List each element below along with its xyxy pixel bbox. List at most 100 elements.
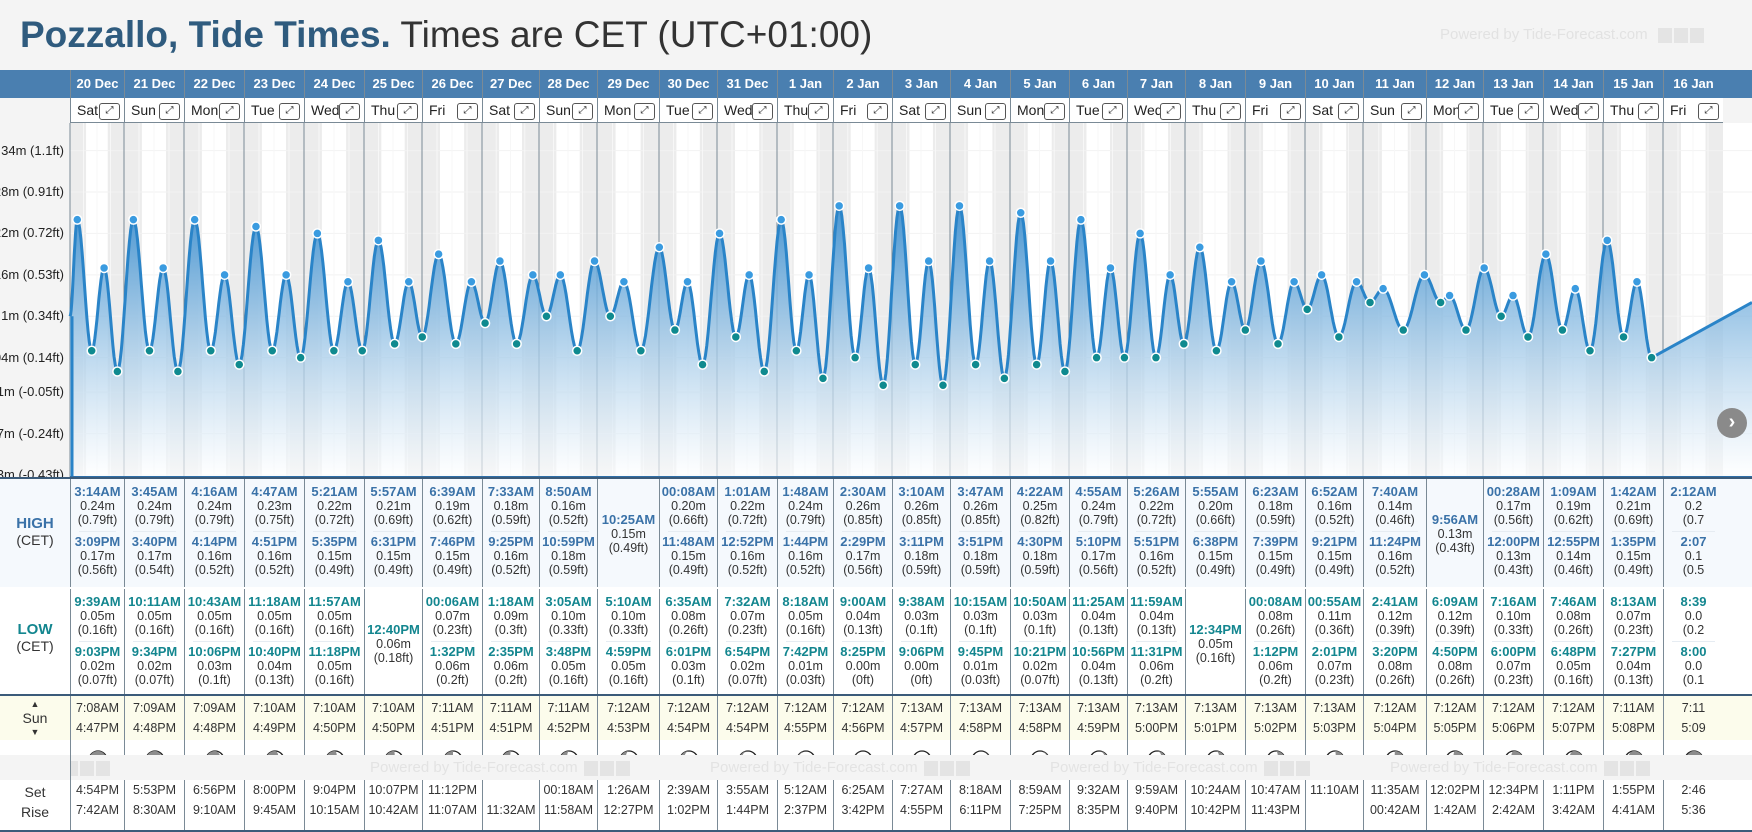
tide-time: 00:06AM [425,594,480,609]
high-tide-cell: 1:01AM 0.22m (0.72ft) 12:52PM 0.16m (0.52ft) [717,479,777,587]
expand-icon[interactable]: ⤢ [1518,103,1539,120]
sunset-time: 4:57PM [899,721,944,735]
expand-icon[interactable]: ⤢ [867,103,888,120]
tide-time: 9:39AM [74,594,121,609]
powered-by-footer[interactable]: Powered by Tide-Forecast.com [1390,759,1652,777]
tide-height-ft: (0.49ft) [1613,563,1654,577]
expand-icon[interactable]: ⤢ [159,103,180,120]
low-tide-cell: 10:50AM 0.03m (0.1ft) 10:21PM 0.02m (0.07ft) [1010,589,1069,694]
expand-icon[interactable]: ⤢ [339,103,360,120]
expand-icon[interactable]: ⤢ [1280,103,1301,120]
expand-icon[interactable]: ⤢ [1102,103,1123,120]
expand-icon[interactable]: ⤢ [1338,103,1359,120]
next-chevron-right-icon[interactable]: › [1717,408,1747,438]
tide-time: 11:25AM [1072,594,1125,609]
powered-by-top[interactable]: Powered by Tide-Forecast.com [1440,26,1706,44]
expand-icon[interactable]: ⤢ [1160,103,1181,120]
expand-icon[interactable]: ⤢ [1044,103,1065,120]
tide-height-m: 0.16m [493,549,529,563]
high-tide-point [527,269,539,281]
expand-icon[interactable]: ⤢ [457,103,478,120]
expand-icon[interactable]: ⤢ [1578,103,1599,120]
date-label: 6 Jan [1081,76,1116,91]
expand-icon[interactable]: ⤢ [985,103,1006,120]
low-tide-point [849,352,861,363]
high-tide-cell: 5:21AM 0.22m (0.72ft) 5:35PM 0.15m (0.49ft) [304,479,364,587]
moonrise-time: 1:44PM [725,803,770,817]
high-tide-point [1570,283,1581,294]
expand-icon[interactable]: ⤢ [514,103,535,120]
powered-by-footer[interactable]: Powered by Tide-Forecast.com [710,759,972,777]
tide-height-ft: (0.52ft) [1375,563,1415,577]
tide-time: 7:46PM [429,534,476,549]
tide-height-ft: (0.56ft) [843,563,883,577]
expand-icon[interactable]: ⤢ [634,103,655,120]
tide-height-ft: (0.16ft) [608,673,649,687]
low-tide-point [172,366,184,377]
low-tide-cell: 9:38AM 0.03m (0.1ft) 9:06PM 0.00m (0ft) [892,589,950,694]
sunset-time: 4:52PM [546,721,591,735]
expand-icon[interactable]: ⤢ [925,103,946,120]
high-tide-point [373,235,384,246]
tide-height-m: 0.07m [1496,659,1531,673]
day-column-header: 3 Jan Sat ⤢ [892,70,950,123]
expand-icon[interactable]: ⤢ [572,103,593,120]
tide-time: 5:10AM [605,594,652,609]
expand-icon[interactable]: ⤢ [1458,103,1479,120]
date-label: 25 Dec [372,76,415,91]
expand-icon[interactable]: ⤢ [1220,103,1241,120]
tide-time: 5:10PM [1075,534,1122,549]
expand-icon[interactable]: ⤢ [808,103,829,120]
moonrise-time: 5:36 [1681,803,1706,817]
expand-icon[interactable]: ⤢ [279,103,300,120]
low-tide-point [1435,297,1446,308]
expand-icon[interactable]: ⤢ [692,103,713,120]
tide-height-ft: (0.72ft) [727,513,768,527]
low-tide-cell: 11:25AM 0.04m (0.13ft) 10:56PM 0.04m (0.13ft) [1069,589,1127,694]
tide-time: 10:15AM [953,594,1008,609]
tide-height-m: 0.24m [788,499,823,513]
sunrise-time: 7:11AM [547,701,590,715]
expand-icon[interactable]: ⤢ [397,103,418,120]
powered-by-footer[interactable]: Powered by Tide-Forecast.com [1050,759,1312,777]
expand-icon[interactable]: ⤢ [1401,103,1422,120]
sunrise-time: 7:11AM [431,701,474,715]
date-label: 14 Jan [1553,76,1594,91]
moonrise-time: 11:07AM [427,803,478,817]
sunset-time: 5:06PM [1491,721,1536,735]
tide-height-m: 0.03m [1022,609,1058,623]
high-tide-cell: 4:47AM 0.23m (0.75ft) 4:51PM 0.16m (0.52ft) [244,479,304,587]
tide-time: 9:00AM [839,594,887,609]
expand-icon[interactable]: ⤢ [1698,103,1719,120]
day-column-header: 11 Jan Sun ⤢ [1363,70,1426,123]
expand-icon[interactable]: ⤢ [99,103,120,120]
tide-time: 10:40PM [248,644,301,659]
tide-time: 8:00 [1680,644,1707,659]
tide-height-m: 0.03m [963,609,998,623]
expand-icon[interactable]: ⤢ [1638,103,1659,120]
moonrise-time: 4:41AM [1611,803,1656,817]
powered-by-footer[interactable]: Powered by Tide-Forecast.com [370,759,632,777]
low-tide-cell: 6:35AM 0.08m (0.26ft) 6:01PM 0.03m (0.1ft) [659,589,717,694]
tide-time: 2:12AM [1670,484,1717,499]
tide-height-m: 0.22m [317,499,352,513]
low-tide-point [479,317,491,329]
tide-height-m: 0.2 [1684,499,1703,513]
low-tide-point [1272,338,1284,350]
low-tide-cell: 10:11AM 0.05m (0.16ft) 9:34PM 0.02m (0.07ft) [124,589,184,694]
tide-time: 6:31PM [370,534,417,549]
sunset-time: 5:04PM [1373,721,1417,735]
tide-height-m: 0.15m [1258,549,1293,563]
low-tide-cell: 10:15AM 0.03m (0.1ft) 9:45PM 0.01m (0.03ft) [950,589,1010,694]
expand-icon[interactable]: ⤢ [219,103,240,120]
tide-time: 4:30PM [1017,534,1063,549]
high-tide-point [1478,262,1490,274]
tide-height-m: 0.05m [317,659,352,673]
tide-time: 6:00PM [1490,644,1537,659]
date-label: 11 Jan [1375,76,1415,91]
expand-icon[interactable]: ⤢ [752,103,773,120]
tide-height-ft: (0.49ft) [1195,563,1236,577]
tide-height-m: 0.00m [845,659,881,673]
tide-height-m: 0.12m [1377,609,1413,623]
high-tide-cell: 2:30AM 0.26m (0.85ft) 2:29PM 0.17m (0.56ft) [833,479,892,587]
